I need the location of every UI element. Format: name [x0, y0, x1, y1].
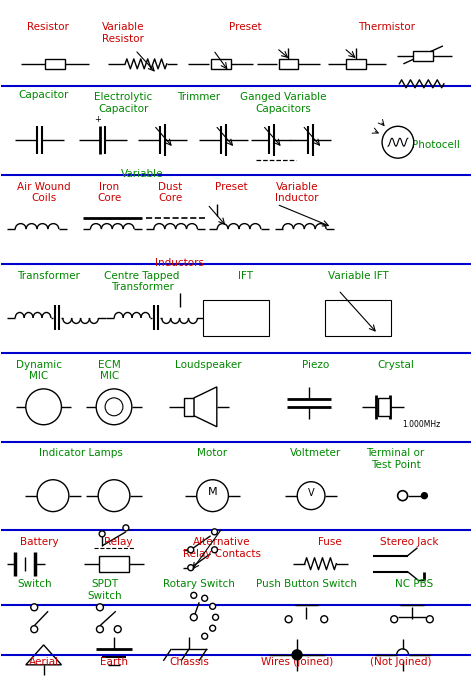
- Text: Variable IFT: Variable IFT: [328, 270, 388, 281]
- Text: Aerial: Aerial: [28, 657, 59, 668]
- Circle shape: [210, 625, 216, 631]
- Text: Air Wound
Coils: Air Wound Coils: [17, 182, 71, 204]
- Text: Battery: Battery: [19, 537, 58, 547]
- Circle shape: [105, 398, 123, 416]
- Text: Trimmer: Trimmer: [177, 92, 220, 102]
- Circle shape: [98, 480, 130, 512]
- Circle shape: [31, 604, 38, 611]
- Circle shape: [123, 525, 129, 531]
- Bar: [413, 51, 433, 61]
- Text: Wires (Joined): Wires (Joined): [261, 657, 333, 668]
- Text: Preset: Preset: [215, 182, 247, 192]
- Bar: [99, 556, 129, 572]
- Circle shape: [96, 389, 132, 424]
- Polygon shape: [194, 387, 217, 427]
- Text: Transformer: Transformer: [17, 270, 80, 281]
- Circle shape: [211, 529, 218, 535]
- Text: Dynamic
MIC: Dynamic MIC: [16, 360, 62, 381]
- Text: (Not Joined): (Not Joined): [370, 657, 431, 668]
- Text: IFT: IFT: [238, 270, 253, 281]
- Bar: [203, 300, 269, 336]
- Bar: [45, 59, 65, 69]
- Circle shape: [191, 614, 197, 621]
- Text: Centre Tapped
Transformer: Centre Tapped Transformer: [104, 270, 180, 292]
- Text: Relay: Relay: [104, 537, 133, 547]
- Text: Variable
Inductor: Variable Inductor: [275, 182, 319, 204]
- Text: SPDT
Switch: SPDT Switch: [87, 579, 122, 601]
- Circle shape: [213, 614, 219, 620]
- Bar: [346, 59, 366, 69]
- Text: Indicator Lamps: Indicator Lamps: [39, 448, 123, 459]
- Text: Motor: Motor: [198, 448, 228, 459]
- Circle shape: [297, 482, 325, 510]
- Circle shape: [191, 592, 197, 598]
- Text: Photocell: Photocell: [412, 140, 460, 151]
- Text: Ganged Variable
Capacitors: Ganged Variable Capacitors: [240, 92, 326, 114]
- Text: ECM
MIC: ECM MIC: [98, 360, 121, 381]
- Circle shape: [114, 626, 121, 633]
- Text: Loudspeaker: Loudspeaker: [174, 360, 241, 369]
- Polygon shape: [26, 645, 62, 665]
- Bar: [378, 398, 390, 416]
- Text: Electrolytic
Capacitor: Electrolytic Capacitor: [94, 92, 153, 114]
- Circle shape: [202, 595, 208, 602]
- Text: Fuse: Fuse: [318, 537, 342, 547]
- Text: M: M: [208, 487, 218, 497]
- Circle shape: [321, 615, 328, 622]
- Circle shape: [426, 615, 433, 622]
- Circle shape: [31, 626, 38, 633]
- Bar: [279, 59, 299, 69]
- Text: Variable: Variable: [121, 169, 164, 179]
- Text: Dust
Core: Dust Core: [158, 182, 182, 204]
- Text: Terminal or
Test Point: Terminal or Test Point: [366, 448, 425, 470]
- Circle shape: [382, 126, 414, 158]
- Text: Chassis: Chassis: [169, 657, 209, 668]
- Circle shape: [211, 546, 218, 553]
- Circle shape: [285, 615, 292, 622]
- Circle shape: [188, 565, 194, 571]
- Circle shape: [210, 604, 216, 609]
- Text: Piezo: Piezo: [302, 360, 329, 369]
- Circle shape: [37, 480, 69, 512]
- Text: Preset: Preset: [229, 22, 262, 32]
- Bar: [184, 398, 194, 416]
- Circle shape: [292, 650, 302, 660]
- Circle shape: [202, 634, 208, 639]
- Circle shape: [99, 531, 105, 537]
- Text: Crystal: Crystal: [377, 360, 414, 369]
- Text: Variable
Resistor: Variable Resistor: [102, 22, 145, 44]
- Circle shape: [398, 491, 408, 500]
- Bar: [211, 59, 231, 69]
- Text: Stereo Jack: Stereo Jack: [381, 537, 439, 547]
- Circle shape: [26, 389, 62, 424]
- Text: Thermistor: Thermistor: [358, 22, 415, 32]
- Circle shape: [97, 626, 103, 633]
- Text: Iron
Core: Iron Core: [97, 182, 121, 204]
- Circle shape: [97, 604, 103, 611]
- Text: NC PBS: NC PBS: [395, 579, 433, 589]
- Text: Earth: Earth: [100, 657, 128, 668]
- Circle shape: [391, 615, 398, 622]
- Circle shape: [188, 546, 194, 553]
- Text: V: V: [308, 488, 314, 498]
- Text: Resistor: Resistor: [27, 22, 69, 32]
- Text: Alternative
Relay Contacts: Alternative Relay Contacts: [183, 537, 261, 559]
- Text: Inductors: Inductors: [155, 259, 204, 268]
- Circle shape: [197, 480, 228, 512]
- Text: +: +: [94, 115, 101, 124]
- Text: Rotary Switch: Rotary Switch: [163, 579, 235, 589]
- Text: Capacitor: Capacitor: [18, 91, 69, 100]
- Text: Switch: Switch: [17, 579, 52, 589]
- Text: 1.000MHz: 1.000MHz: [402, 420, 441, 429]
- Circle shape: [421, 493, 428, 498]
- Text: Voltmeter: Voltmeter: [290, 448, 341, 459]
- Bar: [325, 300, 391, 336]
- Text: Push Button Switch: Push Button Switch: [256, 579, 357, 589]
